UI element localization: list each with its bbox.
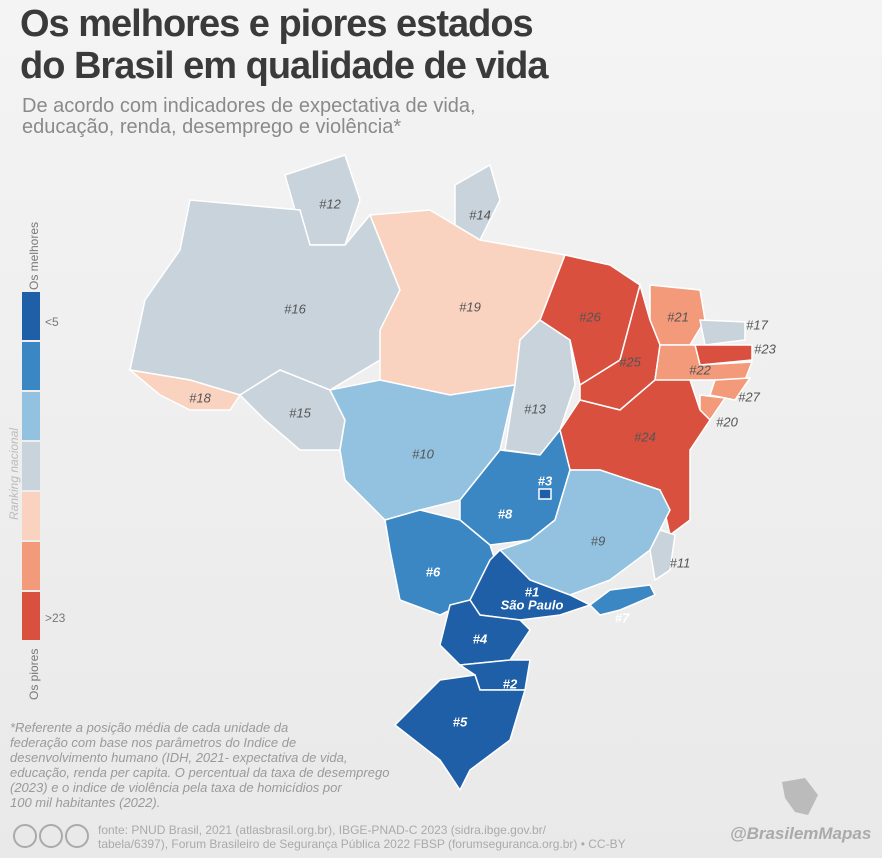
state	[127, 368, 242, 411]
footnote-line: *Referente a posição média de cada unida…	[10, 720, 288, 735]
legend-swatch	[22, 292, 40, 340]
state-label: #15	[289, 405, 311, 420]
state	[498, 469, 671, 596]
footnote-line: federação com base nos parâmetros do Ind…	[10, 735, 296, 750]
state	[439, 599, 531, 666]
cc-icons	[13, 824, 89, 848]
state-label: #3	[538, 473, 553, 488]
legend-swatch	[22, 342, 40, 390]
logo-icon	[782, 778, 818, 815]
legend-top: Os melhores	[27, 222, 41, 290]
state-label: #11	[670, 555, 691, 570]
state-label: #10	[412, 446, 434, 461]
legend-swatch	[22, 442, 40, 490]
state-label: #23	[754, 341, 776, 356]
state-label: #19	[459, 299, 481, 314]
state-label: #26	[579, 309, 601, 324]
state-label: #2	[503, 676, 518, 691]
state-label: #22	[689, 362, 711, 377]
legend: Os melhores Os piores Ranking nacional <5 >2…	[7, 222, 66, 700]
state-label: #12	[319, 196, 341, 211]
subtitle-line: De acordo com indicadores de expectativa…	[22, 95, 476, 117]
state-label: #5	[453, 714, 468, 729]
state-label: #24	[634, 429, 656, 444]
state-label: #7	[615, 610, 630, 625]
legend-bottom: Os piores	[27, 649, 41, 700]
capital-label: São Paulo	[501, 597, 564, 612]
state	[649, 529, 676, 582]
state-label: #25	[619, 354, 641, 369]
state-label: #9	[591, 533, 605, 548]
legend-swatch	[22, 492, 40, 540]
legend-high: >23	[45, 611, 66, 625]
title-line: do Brasil em qualidade de vida	[20, 45, 549, 87]
legend-swatch	[22, 392, 40, 440]
state	[538, 488, 552, 500]
state-label: #18	[189, 390, 211, 405]
state	[709, 377, 752, 401]
state	[129, 199, 401, 396]
state	[328, 379, 516, 521]
footer: *Referente a posição média de cada unida…	[10, 720, 871, 851]
state-label: #16	[284, 301, 306, 316]
state-label: #14	[469, 207, 491, 222]
state-label: #27	[738, 389, 760, 404]
state	[699, 319, 746, 346]
state	[393, 674, 527, 792]
legend-low: <5	[45, 315, 59, 329]
state-label: #4	[473, 631, 488, 646]
state-label: #17	[746, 317, 768, 332]
state-label: #20	[716, 414, 738, 429]
source-line: fonte: PNUD Brasil, 2021 (atlasbrasil.or…	[98, 823, 547, 837]
footnote-line: 100 mil habitantes (2022).	[10, 795, 160, 810]
state-label: #8	[498, 506, 513, 521]
state	[454, 163, 501, 242]
map: #12 #14 #16 #19 #18 #15 #10 #13 #26 #21 #17 #23 #25 #…	[127, 154, 777, 792]
source-line: tabela/6397), Forum Brasileiro de Segura…	[98, 837, 626, 851]
legend-axis: Ranking nacional	[7, 428, 21, 520]
state-label: #21	[667, 309, 689, 324]
handle: @BrasilemMapas	[730, 824, 871, 843]
legend-swatch	[22, 592, 40, 640]
state-label: #13	[524, 401, 546, 416]
legend-swatch	[22, 542, 40, 590]
state-label: #6	[426, 564, 441, 579]
footnote-line: educação, renda per capita. O percentual…	[10, 765, 389, 780]
title-line: Os melhores e piores estados	[20, 3, 533, 45]
footnote-line: (2023) e o indice de violência pela taxa…	[10, 780, 342, 795]
subtitle-line: educação, renda, desemprego e violência*	[22, 116, 401, 138]
state-label: #1	[525, 584, 539, 599]
state	[588, 584, 657, 616]
footnote-line: desenvolvimento humano (IDH, 2021- expec…	[10, 750, 347, 765]
